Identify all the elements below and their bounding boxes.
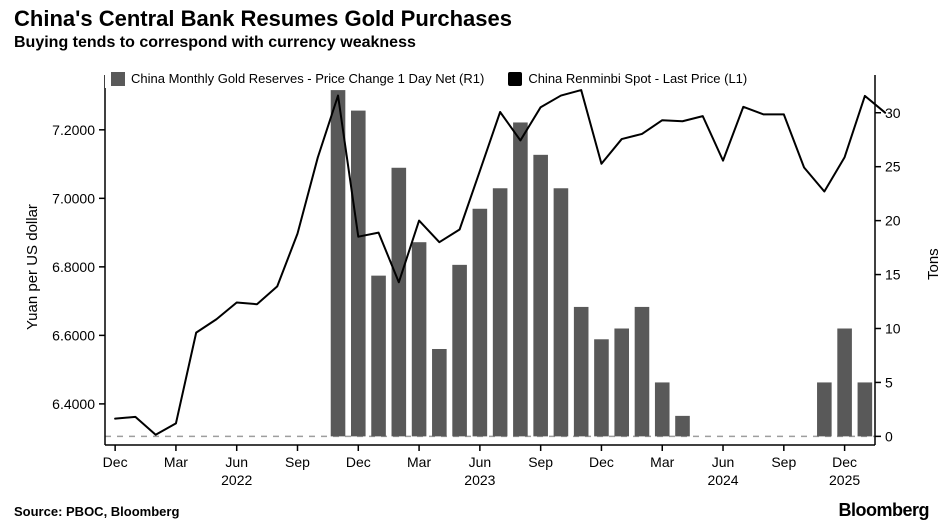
svg-text:Mar: Mar bbox=[650, 454, 674, 470]
svg-text:15: 15 bbox=[885, 267, 901, 283]
legend-swatch-line bbox=[508, 72, 522, 86]
chart-container: China's Central Bank Resumes Gold Purcha… bbox=[0, 0, 943, 525]
svg-text:5: 5 bbox=[885, 374, 893, 390]
svg-text:2022: 2022 bbox=[221, 472, 252, 488]
svg-text:Jun: Jun bbox=[469, 454, 492, 470]
svg-text:Mar: Mar bbox=[407, 454, 431, 470]
legend-swatch-bar bbox=[111, 72, 125, 86]
svg-text:Dec: Dec bbox=[589, 454, 614, 470]
svg-text:0: 0 bbox=[885, 428, 893, 444]
svg-text:30: 30 bbox=[885, 105, 901, 121]
legend-item-bars: China Monthly Gold Reserves - Price Chan… bbox=[111, 71, 484, 86]
svg-text:2024: 2024 bbox=[707, 472, 738, 488]
legend-item-line: China Renminbi Spot - Last Price (L1) bbox=[508, 71, 747, 86]
svg-text:Dec: Dec bbox=[832, 454, 857, 470]
svg-text:6.4000: 6.4000 bbox=[52, 396, 95, 412]
svg-text:2023: 2023 bbox=[464, 472, 495, 488]
chart-subtitle: Buying tends to correspond with currency… bbox=[14, 34, 416, 52]
svg-text:Sep: Sep bbox=[528, 454, 553, 470]
legend-line-label: China Renminbi Spot - Last Price (L1) bbox=[528, 71, 747, 86]
svg-text:Jun: Jun bbox=[712, 454, 735, 470]
svg-text:Sep: Sep bbox=[285, 454, 310, 470]
svg-text:10: 10 bbox=[885, 320, 901, 336]
svg-text:2025: 2025 bbox=[829, 472, 860, 488]
svg-text:7.0000: 7.0000 bbox=[52, 190, 95, 206]
svg-text:20: 20 bbox=[885, 213, 901, 229]
svg-text:Dec: Dec bbox=[346, 454, 371, 470]
svg-text:Jun: Jun bbox=[225, 454, 248, 470]
brand-text: Bloomberg bbox=[838, 500, 929, 521]
legend: China Monthly Gold Reserves - Price Chan… bbox=[105, 69, 753, 88]
chart-title: China's Central Bank Resumes Gold Purcha… bbox=[14, 6, 512, 32]
svg-text:Mar: Mar bbox=[164, 454, 188, 470]
plot-area: China Monthly Gold Reserves - Price Chan… bbox=[105, 75, 875, 445]
svg-text:6.8000: 6.8000 bbox=[52, 259, 95, 275]
chart-svg: 6.40006.60006.80007.00007.20000510152025… bbox=[35, 65, 930, 500]
svg-text:25: 25 bbox=[885, 159, 901, 175]
svg-text:Sep: Sep bbox=[771, 454, 796, 470]
svg-text:Dec: Dec bbox=[103, 454, 128, 470]
svg-text:7.2000: 7.2000 bbox=[52, 122, 95, 138]
legend-bar-label: China Monthly Gold Reserves - Price Chan… bbox=[131, 71, 484, 86]
svg-text:6.6000: 6.6000 bbox=[52, 327, 95, 343]
source-text: Source: PBOC, Bloomberg bbox=[14, 504, 179, 519]
